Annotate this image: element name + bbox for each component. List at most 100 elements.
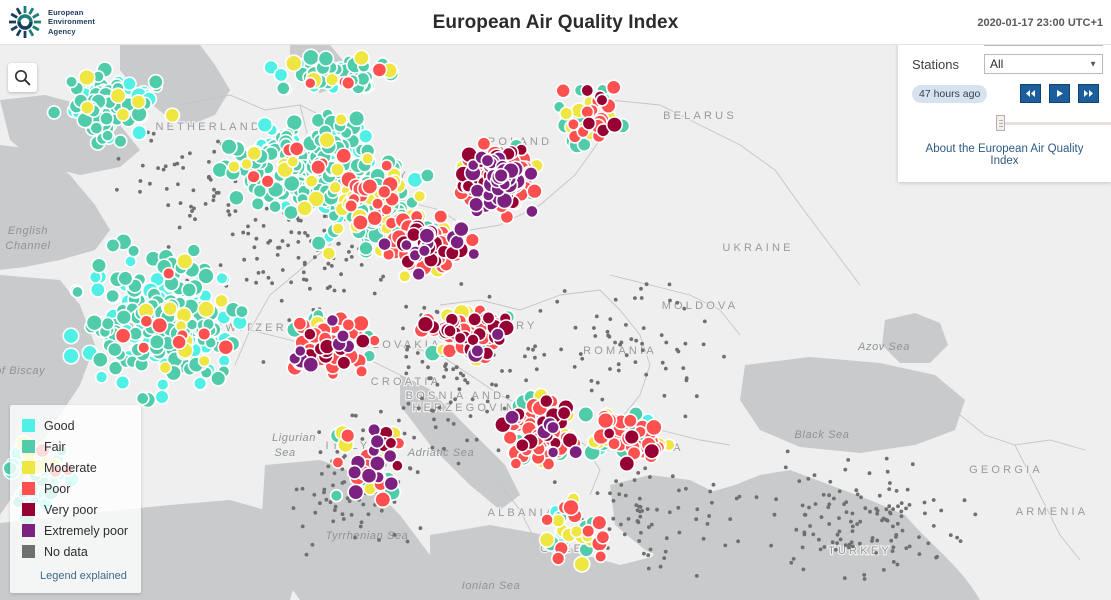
station-dot[interactable] [888,511,893,516]
station-dot[interactable] [453,331,467,345]
station-dot[interactable] [467,311,483,327]
station-dot[interactable] [361,428,365,433]
station-dot[interactable] [261,360,266,364]
station-dot[interactable] [408,466,412,470]
station-dot[interactable] [412,435,416,440]
station-dot[interactable] [540,512,554,527]
station-dot[interactable] [643,442,661,460]
station-dot[interactable] [329,264,334,268]
station-dot[interactable] [280,268,285,272]
station-dot[interactable] [629,337,634,341]
station-dot[interactable] [783,465,788,470]
station-dot[interactable] [875,508,880,513]
station-dot[interactable] [331,483,335,488]
station-dot[interactable] [480,153,495,168]
station-dot[interactable] [614,479,618,483]
station-dot[interactable] [636,471,641,475]
legend-explained-link[interactable]: Legend explained [40,570,127,582]
station-dot[interactable] [350,244,354,249]
station-dot[interactable] [371,197,385,211]
time-slider[interactable] [912,115,1111,131]
station-dot[interactable] [899,514,904,519]
station-dot[interactable] [894,533,899,537]
station-dot[interactable] [894,489,899,493]
station-dot[interactable] [552,480,557,484]
station-dot[interactable] [663,549,668,554]
station-dot[interactable] [302,260,307,265]
station-dot[interactable] [406,345,410,349]
station-dot[interactable] [837,529,842,534]
station-dot[interactable] [645,418,663,437]
station-dot[interactable] [344,257,349,262]
station-dot[interactable] [684,378,689,383]
station-dot[interactable] [139,314,154,329]
station-dot[interactable] [325,313,340,328]
station-dot[interactable] [465,438,469,443]
station-dot[interactable] [794,527,799,532]
rewind-icon[interactable] [1020,84,1041,103]
station-dot[interactable] [591,514,608,531]
station-dot[interactable] [163,164,168,169]
station-dot[interactable] [418,227,436,245]
station-dot[interactable] [256,271,261,275]
station-dot[interactable] [855,492,860,497]
station-dot[interactable] [353,535,357,540]
station-dot[interactable] [485,409,489,414]
station-dot[interactable] [277,245,282,250]
station-dot[interactable] [789,560,794,565]
station-dot[interactable] [955,535,959,540]
station-dot[interactable] [502,430,518,446]
station-dot[interactable] [358,524,363,529]
station-dot[interactable] [891,560,896,564]
station-dot[interactable] [638,505,643,509]
station-dot[interactable] [211,198,216,203]
station-dot[interactable] [416,406,421,411]
station-dot[interactable] [85,313,104,332]
station-dot[interactable] [359,520,364,525]
station-dot[interactable] [366,512,371,517]
station-dot[interactable] [192,206,196,211]
station-dot[interactable] [468,196,485,213]
station-dot[interactable] [318,131,336,149]
station-dot[interactable] [352,314,370,333]
station-dot[interactable] [539,393,554,409]
station-dot[interactable] [404,354,409,359]
station-dot[interactable] [148,181,152,186]
station-dot[interactable] [342,288,346,293]
station-dot[interactable] [161,167,166,172]
station-dot[interactable] [509,457,523,471]
station-dot[interactable] [541,457,556,471]
station-dot[interactable] [416,315,435,333]
station-dot[interactable] [461,373,466,378]
station-dot[interactable] [197,300,216,319]
station-dot[interactable] [186,243,202,258]
station-dot[interactable] [637,496,642,501]
station-dot[interactable] [504,409,521,426]
station-dot[interactable] [349,513,354,517]
station-dot[interactable] [649,522,654,527]
station-dot[interactable] [192,376,208,391]
slider-handle[interactable] [996,115,1005,131]
station-dot[interactable] [353,413,358,418]
station-dot[interactable] [594,314,599,319]
station-dot[interactable] [702,319,707,324]
station-dot[interactable] [451,367,456,372]
station-dot[interactable] [321,246,337,261]
station-dot[interactable] [207,175,212,180]
station-dot[interactable] [622,413,638,429]
station-dot[interactable] [322,487,327,492]
station-dot[interactable] [325,72,340,87]
station-dot[interactable] [347,483,365,501]
station-dot[interactable] [296,218,301,223]
station-dot[interactable] [523,354,527,359]
station-dot[interactable] [595,380,600,385]
station-dot[interactable] [333,504,338,509]
station-dot[interactable] [904,546,909,550]
station-dot[interactable] [602,426,616,440]
station-dot[interactable] [148,333,165,350]
station-dot[interactable] [884,456,889,461]
station-dot[interactable] [962,498,967,503]
station-dot[interactable] [226,209,231,214]
station-dot[interactable] [254,236,259,241]
station-dot[interactable] [877,493,882,498]
